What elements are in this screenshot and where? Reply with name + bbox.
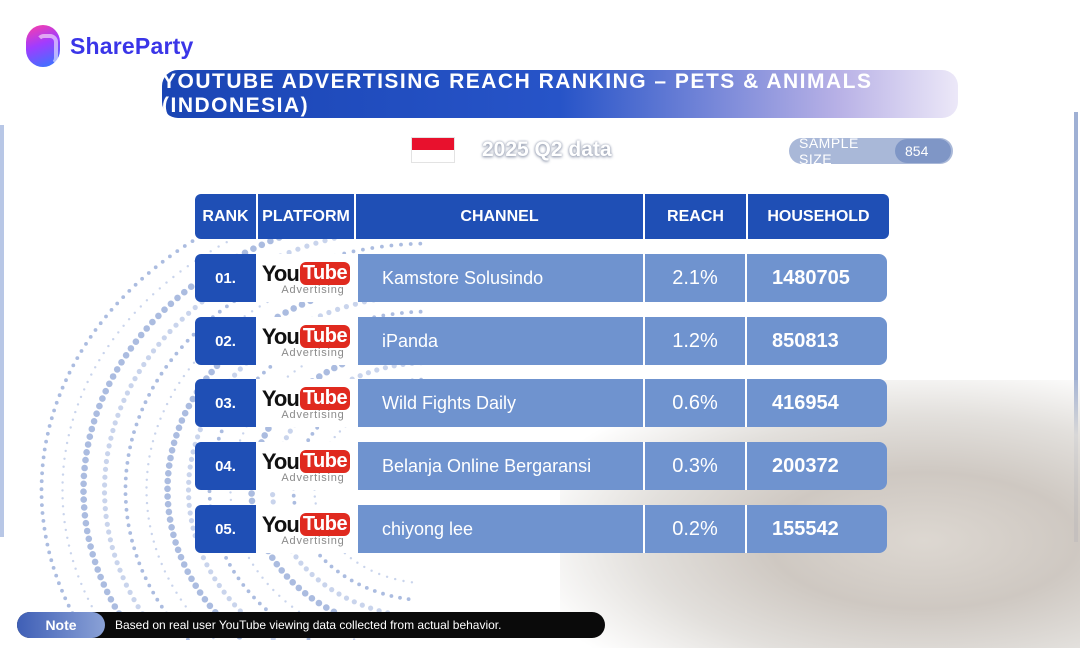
indonesia-flag-icon xyxy=(411,137,455,163)
channel-cell: Belanja Online Bergaransi xyxy=(356,442,645,490)
brand-name: ShareParty xyxy=(70,32,194,59)
youtube-advertising-logo: You Tube Advertising xyxy=(256,254,356,302)
reach-cell: 0.3% xyxy=(645,442,747,490)
logo-tube-text: Tube xyxy=(299,387,351,410)
header-reach: REACH xyxy=(645,194,748,239)
youtube-advertising-logo: You Tube Advertising xyxy=(256,442,356,490)
sample-size-value: 854 xyxy=(895,139,951,163)
youtube-advertising-logo: You Tube Advertising xyxy=(256,317,356,365)
reach-cell: 0.2% xyxy=(645,505,747,553)
channel-cell: chiyong lee xyxy=(356,505,645,553)
household-cell: 416954 xyxy=(747,379,887,427)
table-header: RANK PLATFORM CHANNEL REACH HOUSEHOLD xyxy=(195,194,889,239)
youtube-advertising-logo: You Tube Advertising xyxy=(256,379,356,427)
table-row: 04. You Tube Advertising Belanja Online B… xyxy=(195,442,887,490)
rank-cell: 05. xyxy=(195,505,256,553)
channel-cell: Wild Fights Daily xyxy=(356,379,645,427)
logo-advertising-text: Advertising xyxy=(281,471,345,484)
table-row: 05. You Tube Advertising chiyong lee 0.2%… xyxy=(195,505,887,553)
logo-you-text: You xyxy=(261,323,300,349)
logo-advertising-text: Advertising xyxy=(281,408,345,421)
youtube-advertising-logo: You Tube Advertising xyxy=(256,505,356,553)
decorative-left-line xyxy=(0,125,4,537)
household-cell: 155542 xyxy=(747,505,887,553)
header-platform: PLATFORM xyxy=(258,194,356,239)
rank-cell: 01. xyxy=(195,254,256,302)
logo-you-text: You xyxy=(261,260,300,286)
reach-cell: 2.1% xyxy=(645,254,747,302)
rank-cell: 02. xyxy=(195,317,256,365)
logo-advertising-text: Advertising xyxy=(281,283,345,296)
logo-you-text: You xyxy=(261,448,300,474)
household-cell: 200372 xyxy=(747,442,887,490)
brand-logo: ShareParty xyxy=(26,25,193,67)
note-label: Note xyxy=(17,612,105,638)
logo-tube-text: Tube xyxy=(299,513,351,536)
logo-you-text: You xyxy=(261,511,300,537)
shareparty-logo-icon xyxy=(26,25,60,67)
channel-cell: iPanda xyxy=(356,317,645,365)
rank-cell: 03. xyxy=(195,379,256,427)
household-cell: 850813 xyxy=(747,317,887,365)
logo-advertising-text: Advertising xyxy=(281,534,345,547)
page-title: YOUTUBE ADVERTISING REACH RANKING – PETS… xyxy=(162,70,958,118)
reach-cell: 0.6% xyxy=(645,379,747,427)
table-row: 01. You Tube Advertising Kamstore Solusin… xyxy=(195,254,887,302)
rank-cell: 04. xyxy=(195,442,256,490)
logo-you-text: You xyxy=(261,385,300,411)
decorative-right-line xyxy=(1074,112,1078,542)
channel-cell: Kamstore Solusindo xyxy=(356,254,645,302)
logo-tube-text: Tube xyxy=(299,262,351,285)
header-channel: CHANNEL xyxy=(356,194,645,239)
note-text: Based on real user YouTube viewing data … xyxy=(115,618,502,632)
data-period: 2025 Q2 data xyxy=(482,138,612,161)
sample-size-label: SAMPLE SIZE xyxy=(799,135,859,167)
note-bar: Note Based on real user YouTube viewing … xyxy=(17,612,605,638)
reach-cell: 1.2% xyxy=(645,317,747,365)
logo-advertising-text: Advertising xyxy=(281,346,345,359)
sample-size-badge: SAMPLE SIZE 854 xyxy=(789,135,953,167)
header-household: HOUSEHOLD xyxy=(767,207,870,225)
household-cell: 1480705 xyxy=(747,254,887,302)
logo-tube-text: Tube xyxy=(299,450,351,473)
logo-tube-text: Tube xyxy=(299,325,351,348)
table-row: 03. You Tube Advertising Wild Fights Dail… xyxy=(195,379,887,427)
header-rank: RANK xyxy=(195,194,258,239)
table-row: 02. You Tube Advertising iPanda 1.2% 8508… xyxy=(195,317,887,365)
